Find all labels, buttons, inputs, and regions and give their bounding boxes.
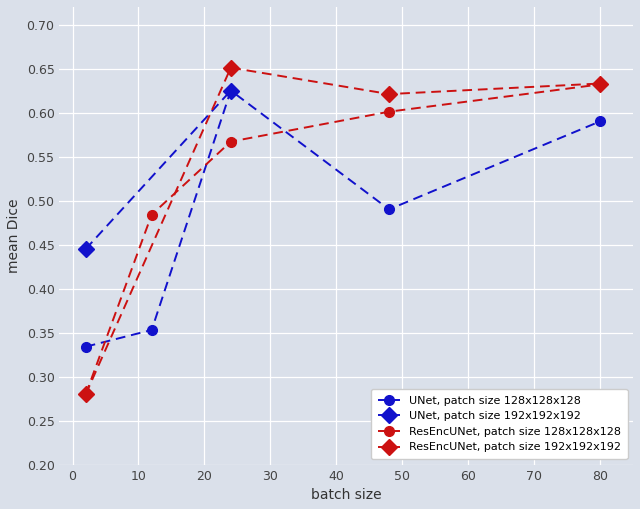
UNet, patch size 192x192x192 — [82, 246, 90, 252]
ResEncUNet, patch size 192x192x192 — [596, 80, 604, 87]
ResEncUNet, patch size 128x128x128 — [82, 391, 90, 398]
ResEncUNet, patch size 192x192x192 — [385, 91, 393, 97]
Line: ResEncUNet, patch size 128x128x128: ResEncUNet, patch size 128x128x128 — [81, 79, 605, 399]
Line: UNet, patch size 128x128x128: UNet, patch size 128x128x128 — [81, 86, 605, 352]
Y-axis label: mean Dice: mean Dice — [7, 199, 21, 273]
UNet, patch size 128x128x128 — [82, 344, 90, 350]
ResEncUNet, patch size 128x128x128 — [596, 81, 604, 88]
ResEncUNet, patch size 128x128x128 — [227, 138, 235, 145]
ResEncUNet, patch size 128x128x128 — [148, 212, 156, 218]
ResEncUNet, patch size 128x128x128 — [385, 108, 393, 115]
UNet, patch size 128x128x128 — [227, 88, 235, 94]
UNet, patch size 128x128x128 — [148, 327, 156, 333]
ResEncUNet, patch size 192x192x192 — [227, 65, 235, 71]
Line: ResEncUNet, patch size 192x192x192: ResEncUNet, patch size 192x192x192 — [80, 62, 605, 400]
UNet, patch size 128x128x128 — [385, 206, 393, 212]
Legend: UNet, patch size 128x128x128, UNet, patch size 192x192x192, ResEncUNet, patch si: UNet, patch size 128x128x128, UNet, patc… — [371, 389, 627, 459]
UNet, patch size 128x128x128 — [596, 118, 604, 124]
ResEncUNet, patch size 192x192x192 — [82, 391, 90, 398]
UNet, patch size 192x192x192 — [227, 88, 235, 94]
X-axis label: batch size: batch size — [311, 488, 381, 502]
Line: UNet, patch size 192x192x192: UNet, patch size 192x192x192 — [80, 85, 236, 254]
